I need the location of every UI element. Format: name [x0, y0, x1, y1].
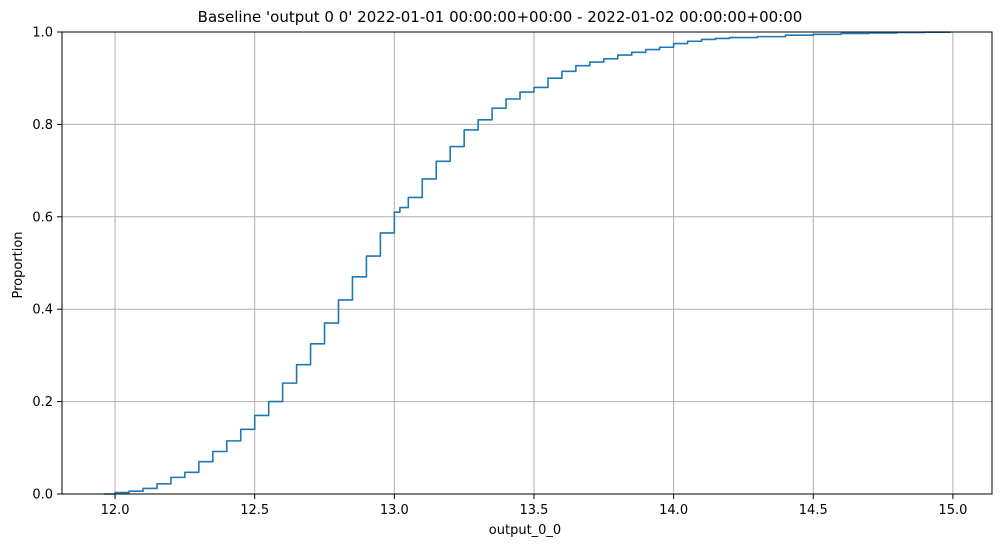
x-tick-label: 13.5	[520, 503, 549, 518]
x-tick-label: 14.0	[659, 503, 688, 518]
y-tick-label: 0.2	[32, 395, 53, 410]
x-tick-label: 13.0	[380, 503, 409, 518]
x-axis-title: output_0_0	[489, 523, 561, 538]
y-tick-label: 1.0	[32, 26, 53, 41]
grid-lines	[62, 32, 992, 494]
y-axis-title: Proportion	[11, 231, 26, 298]
y-tick-label: 0.0	[32, 488, 53, 503]
series-layer	[104, 32, 950, 494]
x-tick-label: 12.0	[101, 503, 130, 518]
x-tick-label: 15.0	[938, 503, 967, 518]
y-tick-label: 0.4	[32, 303, 53, 318]
ecdf-series-line	[104, 32, 950, 494]
x-tick-label: 14.5	[799, 503, 828, 518]
x-tick-label: 12.5	[240, 503, 269, 518]
y-tick-label: 0.6	[32, 210, 53, 225]
chart-title: Baseline 'output 0 0' 2022-01-01 00:00:0…	[198, 8, 803, 26]
plot-area-frame	[62, 32, 992, 494]
x-axis-ticks: 12.0 12.5 13.0 13.5 14.0 14.5 15.0	[101, 494, 968, 518]
y-axis-ticks: 0.0 0.2 0.4 0.6 0.8 1.0	[32, 26, 62, 503]
y-tick-label: 0.8	[32, 118, 53, 133]
